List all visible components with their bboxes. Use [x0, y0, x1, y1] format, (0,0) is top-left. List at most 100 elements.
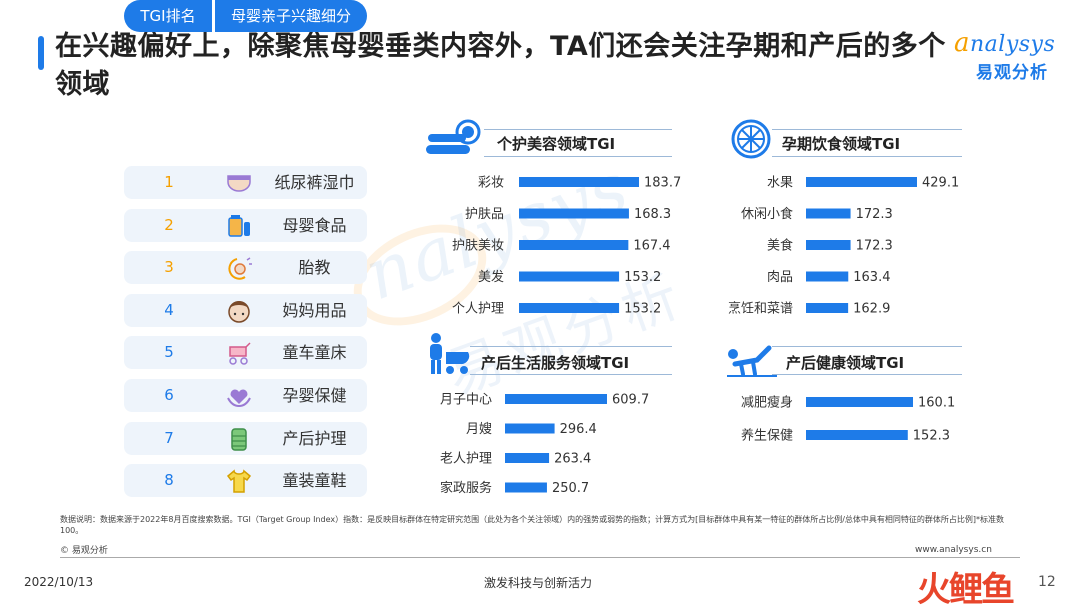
category-tick-label: 减肥瘦身 — [741, 395, 793, 411]
category-tick-label: 个人护理 — [452, 302, 504, 317]
data-note: 数据说明：数据来源于2022年8月百度搜索数据。TGI（Target Group… — [60, 515, 1005, 535]
yoga-icon — [727, 345, 777, 377]
bar — [519, 240, 629, 250]
category-label: 孕婴保健 — [282, 386, 347, 405]
rank-number: 6 — [164, 386, 174, 404]
family-service-icon — [430, 333, 470, 374]
category-label: 产后护理 — [282, 428, 347, 448]
panel-divider — [470, 374, 672, 375]
category-tick-label: 休闲小食 — [741, 206, 793, 222]
category-label: 童车童床 — [282, 343, 347, 363]
bar-value-label: 167.4 — [633, 239, 670, 254]
logo-wordmark-rest: nalysys — [970, 32, 1056, 57]
bar-value-label: 153.2 — [624, 270, 661, 285]
category-tick-label: 老人护理 — [440, 452, 492, 467]
table-row: 2 母婴食品 — [124, 208, 367, 242]
page-title: 在兴趣偏好上，除聚焦母婴垂类内容外，TA们还会关注孕期和产后的多个领域 — [55, 31, 946, 100]
report-date: 2022/10/13 — [24, 575, 94, 589]
bar — [519, 271, 620, 282]
panel-divider — [772, 346, 962, 347]
website-url: www.analysys.cn — [915, 545, 992, 555]
bar — [806, 208, 851, 219]
bar — [505, 394, 607, 404]
bottle-icon — [231, 427, 247, 451]
stroller-icon — [229, 342, 251, 366]
table-row: 4 妈妈用品 — [124, 293, 367, 327]
bar-value-label: 160.1 — [918, 396, 955, 411]
panel-divider — [470, 346, 672, 347]
panel-divider — [772, 156, 962, 157]
bar-value-label: 162.9 — [853, 302, 890, 317]
bar — [806, 177, 917, 187]
footer-divider — [60, 557, 1020, 558]
table-row: 7 产后护理 — [124, 421, 367, 455]
table-row: 3 胎教 — [124, 251, 367, 285]
bar — [806, 271, 849, 282]
bar-value-label: 172.3 — [856, 207, 893, 222]
category-tick-label: 护肤品 — [465, 207, 504, 222]
panel-divider — [772, 129, 962, 130]
panel-divider — [484, 129, 672, 130]
category-label: 童装童鞋 — [282, 471, 347, 491]
category-tick-label: 水果 — [767, 176, 793, 191]
bar-value-label: 296.4 — [560, 422, 597, 437]
bar-value-label: 250.7 — [552, 481, 589, 496]
bar — [519, 303, 620, 313]
slogan: 激发科技与创新活力 — [484, 576, 593, 590]
rank-number: 7 — [164, 428, 174, 447]
category-tick-label: 烹饪和菜谱 — [728, 302, 793, 317]
huoliyu-logo: 火鲤鱼 — [917, 570, 1015, 608]
baby-clothes-icon — [226, 469, 252, 493]
analysys-logo: analysys 易观分析 — [954, 28, 1064, 84]
logo-chinese: 易观分析 — [976, 63, 1048, 83]
category-tick-label: 月嫂 — [466, 422, 492, 437]
prenatal-icon — [228, 257, 252, 280]
logo-wordmark: analysys — [954, 28, 1055, 58]
table-row: 6 孕婴保健 — [124, 379, 367, 412]
bar-value-label: 152.3 — [913, 429, 950, 444]
table-row: 1 纸尿裤湿巾 — [124, 166, 367, 199]
bar-value-label: 609.7 — [612, 393, 649, 408]
panel-title-postpartum-health: 产后健康领域TGI — [786, 354, 905, 372]
panel-title-beauty: 个护美容领域TGI — [497, 135, 616, 153]
bar — [505, 482, 547, 493]
bar-value-label: 163.4 — [853, 270, 890, 285]
panel-title-pregnancy-diet: 孕期饮食领域TGI — [782, 135, 901, 153]
category-label: 母婴食品 — [282, 215, 347, 235]
category-tick-label: 肉品 — [767, 270, 793, 285]
table-header-category: 母婴亲子兴趣细分 — [215, 0, 367, 32]
category-tick-label: 护肤美妆 — [452, 239, 504, 254]
rank-number: 4 — [164, 300, 174, 319]
page-number: 12 — [1038, 574, 1056, 590]
category-tick-label: 美发 — [478, 269, 504, 285]
baby-food-icon — [228, 214, 250, 237]
table-header-rank: TGI排名 — [124, 0, 212, 32]
bar-value-label: 429.1 — [922, 176, 959, 191]
rank-number: 3 — [164, 258, 174, 277]
bar-value-label: 263.4 — [554, 452, 591, 467]
table-row: 8 童装童鞋 — [124, 464, 367, 498]
bar — [806, 397, 913, 407]
panel-divider — [772, 374, 962, 375]
bar — [806, 303, 849, 313]
bar — [505, 453, 550, 463]
rank-number: 5 — [164, 343, 174, 362]
category-label: 妈妈用品 — [282, 300, 347, 320]
heart-hands-icon — [227, 389, 251, 408]
bar — [806, 430, 908, 440]
bar — [806, 240, 851, 250]
bar-value-label: 183.7 — [644, 176, 681, 191]
bar — [519, 208, 629, 219]
bar — [519, 177, 639, 187]
category-label: 纸尿裤湿巾 — [274, 173, 355, 192]
category-tick-label: 彩妆 — [478, 176, 504, 191]
category-tick-label: 养生保健 — [741, 428, 793, 444]
category-label: 胎教 — [298, 258, 331, 278]
rank-number: 1 — [164, 173, 174, 191]
panel-title-postpartum-services: 产后生活服务领域TGI — [481, 354, 630, 372]
diaper-icon — [227, 175, 251, 192]
mother-icon — [228, 300, 250, 323]
bar-value-label: 168.3 — [634, 207, 671, 222]
table-row: 5 童车童床 — [124, 336, 367, 370]
